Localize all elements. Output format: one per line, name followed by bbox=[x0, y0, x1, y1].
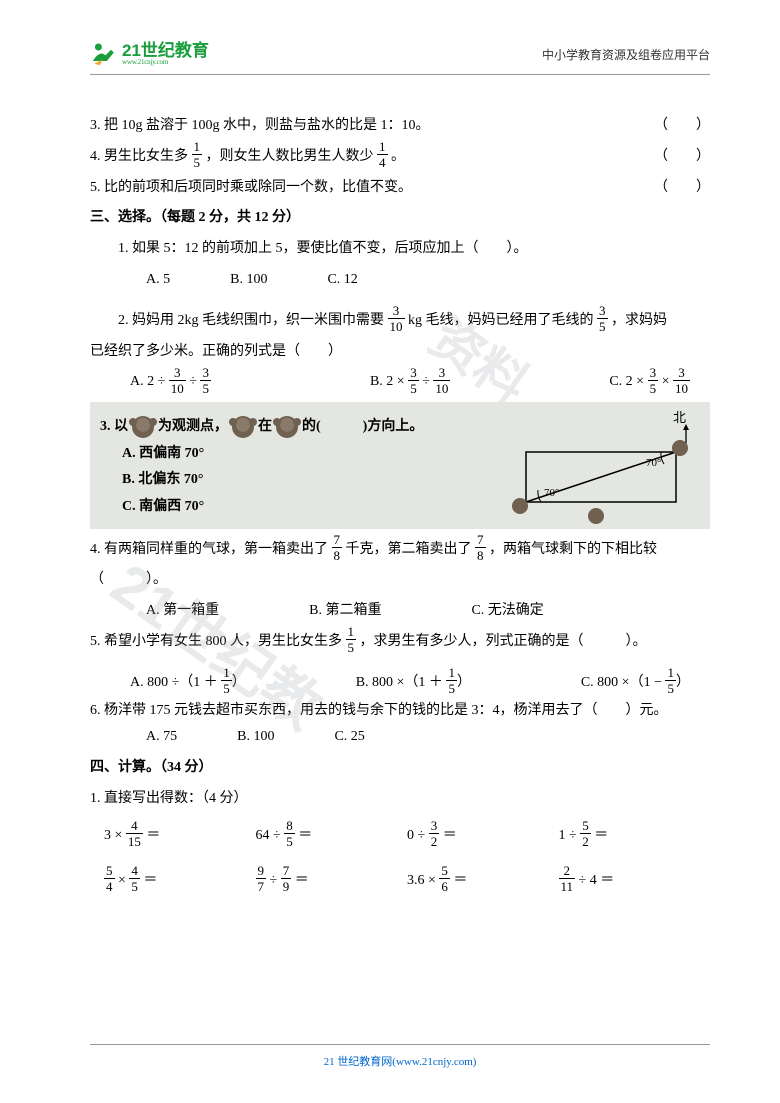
fraction: 78 bbox=[475, 533, 486, 562]
section3-title: 三、选择。（每题 2 分，共 12 分） bbox=[90, 203, 710, 234]
page-content: 3. 把 10g 盐溶于 100g 水中，则盐与盐水的比是 1：10。 （ ） … bbox=[90, 111, 710, 896]
tf-q5-text: 5. 比的前项和后项同时乘或除同一个数，比值不变。 bbox=[90, 173, 412, 204]
fraction: 14 bbox=[377, 140, 388, 169]
direction-diagram: 北 70° 70° bbox=[486, 410, 696, 530]
tf-q3-text: 3. 把 10g 盐溶于 100g 水中，则盐与盐水的比是 1：10。 bbox=[90, 111, 430, 142]
s3-q3-figure: 3. 以为观测点，在的( )方向上。 A. 西偏南 70° B. 北偏东 70°… bbox=[90, 402, 710, 528]
text: ，则女生人数比男生人数少 bbox=[206, 149, 374, 164]
text: 4. 男生比女生多 bbox=[90, 149, 188, 164]
s3-q5: 5. 希望小学有女生 800 人，男生比女生多 15 ，求男生有多少人，列式正确… bbox=[90, 627, 710, 658]
calc-item: 3 × 415 ＝ bbox=[104, 821, 256, 852]
s3-q4-line2: （ ）。 bbox=[90, 565, 710, 596]
calc-item: 1 ÷ 52 ＝ bbox=[559, 821, 711, 852]
north-label: 北 bbox=[673, 410, 686, 425]
page-header: 21世纪教育 www.21cnjy.com 中小学教育资源及组卷应用平台 bbox=[90, 40, 710, 75]
option-c: C. 25 bbox=[334, 722, 364, 753]
answer-blank: （ ） bbox=[654, 142, 710, 173]
tf-q3: 3. 把 10g 盐溶于 100g 水中，则盐与盐水的比是 1：10。 （ ） bbox=[90, 111, 710, 142]
option-c: C. 无法确定 bbox=[471, 596, 543, 627]
s3-q1-options: A. 5 B. 100 C. 12 bbox=[90, 265, 710, 296]
logo-subtitle: www.21cnjy.com bbox=[122, 59, 209, 66]
s3-q2-line1: 2. 妈妈用 2kg 毛线织围巾，织一米围巾需要 310 kg 毛线，妈妈已经用… bbox=[90, 306, 710, 337]
tf-q4-text: 4. 男生比女生多 15 ，则女生人数比男生人数少 14 。 bbox=[90, 142, 405, 173]
s3-q2-options: A. 2 ÷ 310 ÷ 35 B. 2 × 35 ÷ 310 C. 2 × 3… bbox=[90, 367, 710, 398]
calc-item: 3.6 × 56 ＝ bbox=[407, 866, 559, 897]
text: 2. 妈妈用 2kg 毛线织围巾，织一米围巾需要 bbox=[118, 313, 384, 328]
svg-text:70°: 70° bbox=[544, 487, 559, 499]
svg-text:70°: 70° bbox=[646, 457, 661, 469]
fraction: 78 bbox=[332, 533, 343, 562]
calc-item: 54 × 45 ＝ bbox=[104, 866, 256, 897]
option-b: B. 2 × 35 ÷ 310 bbox=[370, 367, 450, 398]
page-footer: 21 世纪教育网(www.21cnjy.com) bbox=[90, 1044, 710, 1069]
option-b: B. 800 ×（1 ＋ 15） bbox=[356, 668, 471, 699]
option-a: A. 第一箱重 bbox=[146, 596, 219, 627]
option-b: B. 100 bbox=[230, 265, 267, 296]
text: 。 bbox=[391, 149, 405, 164]
tf-q5: 5. 比的前项和后项同时乘或除同一个数，比值不变。 （ ） bbox=[90, 173, 710, 204]
s3-q6: 6. 杨洋带 175 元钱去超市买东西，用去的钱与余下的钱的比是 3：4，杨洋用… bbox=[90, 699, 710, 723]
logo: 21世纪教育 www.21cnjy.com bbox=[90, 40, 209, 68]
calc-item: 211 ÷ 4 ＝ bbox=[559, 866, 711, 897]
calc-item: 64 ÷ 85 ＝ bbox=[256, 821, 408, 852]
s3-q4-line1: 4. 有两箱同样重的气球，第一箱卖出了 78 千克，第二箱卖出了 78 ，两箱气… bbox=[90, 535, 710, 566]
header-right-text: 中小学教育资源及组卷应用平台 bbox=[542, 46, 710, 63]
s3-q6-options: A. 75 B. 100 C. 25 bbox=[90, 722, 710, 753]
fraction: 310 bbox=[388, 304, 405, 333]
s3-q1: 1. 如果 5：12 的前项加上 5，要使比值不变，后项应加上（ ）。 bbox=[90, 234, 710, 265]
calc-item: 97 ÷ 79 ＝ bbox=[256, 866, 408, 897]
section4-title: 四、计算。（34 分） bbox=[90, 753, 710, 784]
calc-grid: 3 × 415 ＝ 64 ÷ 85 ＝ 0 ÷ 32 ＝ 1 ÷ 52 ＝ 54… bbox=[90, 815, 710, 897]
option-c: C. 800 ×（1 − 15） bbox=[581, 668, 690, 699]
s3-q2-line2: 已经织了多少米。正确的列式是（ ） bbox=[90, 337, 710, 368]
fraction: 35 bbox=[597, 304, 608, 333]
monkey-icon bbox=[276, 416, 298, 438]
monkey-icon bbox=[232, 416, 254, 438]
option-b: B. 第二箱重 bbox=[309, 596, 381, 627]
s3-q5-options: A. 800 ÷（1 ＋ 15） B. 800 ×（1 ＋ 15） C. 800… bbox=[90, 668, 710, 699]
option-b: B. 100 bbox=[237, 722, 274, 753]
answer-blank: （ ） bbox=[654, 173, 710, 204]
fraction: 15 bbox=[192, 140, 203, 169]
option-a: A. 75 bbox=[146, 722, 177, 753]
fraction: 15 bbox=[346, 625, 357, 654]
option-a: A. 2 ÷ 310 ÷ 35 bbox=[130, 367, 211, 398]
option-c: C. 2 × 35 × 310 bbox=[609, 367, 690, 398]
s3-q4-options: A. 第一箱重 B. 第二箱重 C. 无法确定 bbox=[90, 596, 710, 627]
answer-blank: （ ） bbox=[654, 111, 710, 142]
tf-q4: 4. 男生比女生多 15 ，则女生人数比男生人数少 14 。 （ ） bbox=[90, 142, 710, 173]
footer-text: 21 世纪教育网(www.21cnjy.com) bbox=[324, 1056, 477, 1068]
option-a: A. 800 ÷（1 ＋ 15） bbox=[130, 668, 246, 699]
text: ，求妈妈 bbox=[611, 313, 667, 328]
logo-title: 21世纪教育 bbox=[122, 42, 209, 59]
text: kg 毛线，妈妈已经用了毛线的 bbox=[408, 313, 594, 328]
calc-item: 0 ÷ 32 ＝ bbox=[407, 821, 559, 852]
monkey-icon bbox=[132, 416, 154, 438]
section4-sub1: 1. 直接写出得数：（4 分） bbox=[90, 784, 710, 815]
logo-icon bbox=[90, 40, 118, 68]
option-c: C. 12 bbox=[327, 265, 357, 296]
option-a: A. 5 bbox=[146, 265, 170, 296]
